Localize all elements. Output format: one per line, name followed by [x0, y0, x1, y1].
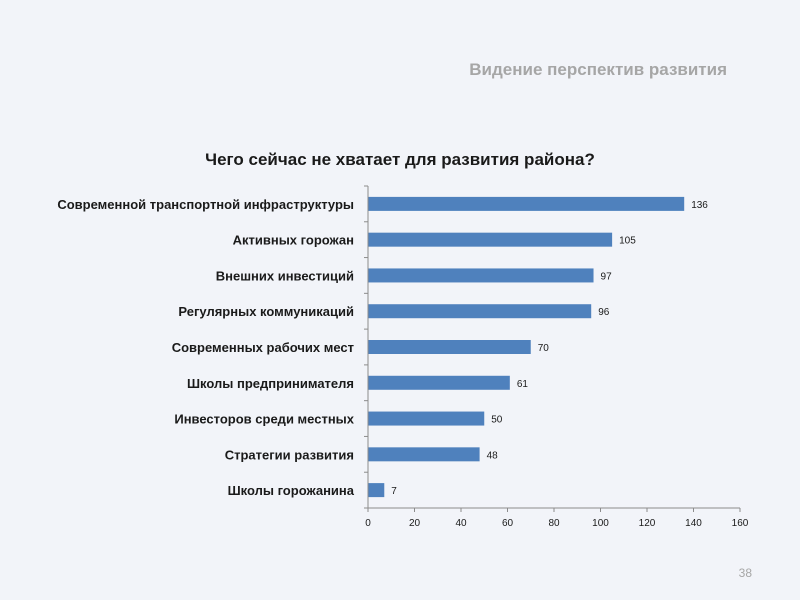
data-label: 96 — [598, 307, 610, 318]
slide-header: Видение перспектив развития — [469, 60, 727, 79]
category-label: Современной транспортной инфраструктуры — [57, 197, 354, 212]
bar — [368, 304, 592, 319]
bar — [368, 340, 531, 354]
data-label: 97 — [601, 271, 613, 282]
category-label: Стратегии развития — [225, 447, 354, 462]
chart-title: Чего сейчас не хватает для развития райо… — [205, 150, 595, 169]
x-tick-label: 80 — [548, 518, 560, 529]
bar — [368, 232, 613, 247]
bar — [368, 483, 385, 498]
category-label: Современных рабочих мест — [172, 340, 354, 355]
data-label: 61 — [517, 379, 529, 390]
x-tick-label: 60 — [502, 518, 514, 529]
category-label: Школы предпринимателя — [187, 376, 354, 391]
data-label: 50 — [491, 415, 503, 426]
x-tick-label: 160 — [732, 518, 749, 529]
bar — [368, 411, 485, 426]
data-label: 136 — [691, 200, 708, 211]
x-tick-label: 0 — [365, 518, 371, 529]
bar — [368, 268, 594, 283]
bar — [368, 375, 510, 390]
x-tick-label: 40 — [455, 518, 467, 529]
data-label: 105 — [619, 236, 636, 247]
category-label: Активных горожан — [233, 233, 354, 248]
page-number: 38 — [738, 566, 752, 580]
x-tick-label: 20 — [409, 518, 421, 529]
data-label: 48 — [487, 450, 499, 461]
x-tick-label: 100 — [592, 518, 609, 529]
x-tick-label: 140 — [685, 518, 702, 529]
category-label: Школы горожанина — [228, 483, 355, 498]
data-label: 70 — [538, 343, 550, 354]
category-label: Инвесторов среди местных — [174, 412, 354, 427]
x-tick-label: 120 — [639, 518, 656, 529]
category-label: Регулярных коммуникаций — [178, 304, 354, 319]
category-label: Внешних инвестиций — [216, 268, 354, 283]
bar — [368, 196, 685, 211]
data-label: 7 — [391, 486, 397, 497]
bar — [368, 447, 480, 462]
